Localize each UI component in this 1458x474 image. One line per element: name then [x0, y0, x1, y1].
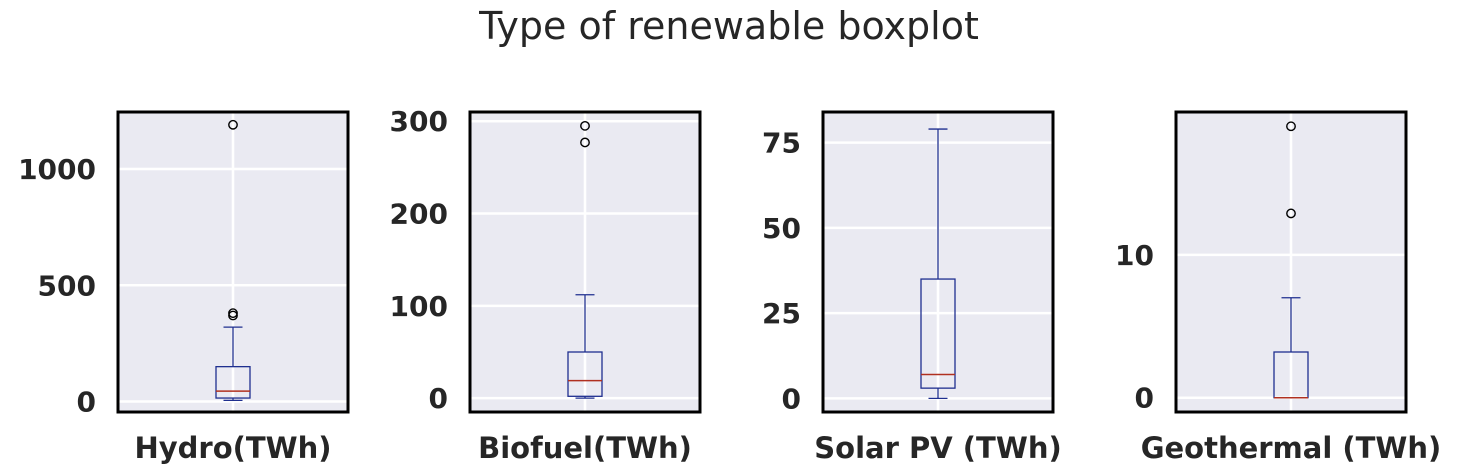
x-axis-label: Geothermal (TWh)	[1141, 431, 1442, 465]
y-tick-label: 1000	[18, 153, 96, 186]
box-iqr	[920, 278, 956, 389]
outlier-point	[580, 120, 590, 131]
y-tick-label: 0	[77, 386, 96, 419]
y-tick-label: 0	[1135, 382, 1154, 415]
box-iqr	[567, 351, 603, 397]
x-axis-label: Solar PV (TWh)	[814, 431, 1061, 465]
plot-frame-1	[116, 110, 350, 414]
plot-frame-2	[468, 110, 702, 414]
y-tick-label: 0	[429, 382, 448, 415]
plot-frame-3	[821, 110, 1055, 414]
y-tick-label: 75	[762, 127, 801, 160]
y-tick-label: 100	[390, 290, 448, 323]
y-tick-label: 25	[762, 297, 801, 330]
plot-frame-4	[1174, 110, 1408, 414]
y-tick-label: 50	[762, 212, 801, 245]
chart-title: Type of renewable boxplot	[479, 4, 979, 48]
y-tick-label: 500	[38, 269, 96, 302]
y-tick-label: 10	[1115, 239, 1154, 272]
box-iqr	[215, 366, 251, 399]
outlier-point	[228, 119, 238, 130]
outlier-point	[1286, 121, 1296, 132]
outlier-point	[1286, 208, 1296, 219]
y-tick-label: 200	[390, 198, 448, 231]
outlier-point	[580, 137, 590, 148]
x-axis-label: Biofuel(TWh)	[478, 431, 692, 465]
outlier-point	[228, 308, 238, 319]
y-tick-label: 0	[782, 382, 801, 415]
y-tick-label: 300	[390, 105, 448, 138]
x-axis-label: Hydro(TWh)	[134, 431, 331, 465]
